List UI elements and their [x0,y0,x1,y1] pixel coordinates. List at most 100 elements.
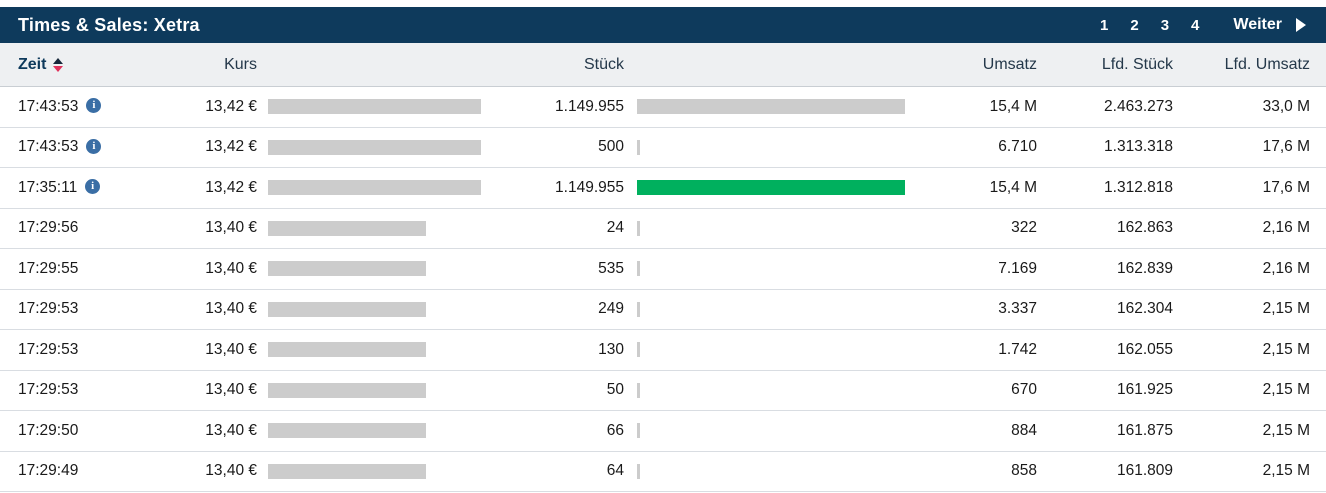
kurs-value: 13,40 € [205,300,257,318]
stueck-bar-cell [624,342,905,358]
kurs-bar [268,301,426,317]
info-icon[interactable]: i [86,98,102,114]
zeit-cell: 17:43:53 i [18,98,138,116]
umsatz-value: 670 [1011,381,1037,399]
kurs-bar [268,180,481,196]
lfd-umsatz-value: 2,16 M [1262,219,1310,237]
kurs-bar [268,342,426,358]
page-button-3[interactable]: 3 [1160,16,1170,34]
lfd-stueck-value: 1.313.318 [1104,138,1173,156]
stueck-bar-cell [624,382,905,398]
lfd-stueck-value: 162.304 [1116,300,1173,318]
trade-time: 17:29:56 [18,219,79,237]
kurs-value: 13,42 € [205,97,257,115]
page-button-4[interactable]: 4 [1191,16,1200,34]
sort-down-arrow-icon [53,65,64,72]
kurs-bar [268,423,426,439]
umsatz-value: 15,4 M [989,178,1037,196]
lfd-stueck-value: 162.863 [1116,219,1173,237]
kurs-value: 13,40 € [205,219,257,237]
lfd-stueck-value: 1.312.818 [1104,178,1173,196]
table-body: 17:43:53 i 13,42 € 1.149.955 15,4 M 2.46… [0,87,1326,492]
stueck-bar-cell [624,139,905,155]
table-row: 17:29:53 13,40 € 50 670 161.925 2,15 M [0,370,1326,411]
kurs-value: 13,40 € [205,340,257,358]
lfd-umsatz-value: 2,15 M [1262,340,1310,358]
stueck-value: 64 [606,462,624,480]
zeit-cell: 17:35:11 i [18,179,138,197]
kurs-bar [268,99,481,115]
umsatz-value: 3.337 [998,300,1037,318]
stueck-bar [637,423,640,439]
table-row: 17:29:50 13,40 € 66 884 161.875 2,15 M [0,411,1326,452]
table-header-row: Zeit Kurs Stück Umsatz Lfd. Stück Lfd. U… [0,43,1326,87]
kurs-bar [268,220,426,236]
lfd-umsatz-value: 33,0 M [1262,97,1310,115]
titlebar-controls: 1 2 3 4 Weiter [1100,16,1306,34]
stueck-bar-cell [624,180,905,196]
column-header-zeit-label: Zeit [18,55,47,73]
kurs-value: 13,42 € [205,178,257,196]
lfd-umsatz-value: 17,6 M [1262,138,1310,156]
stueck-bar [637,261,640,277]
zeit-cell: 17:29:53 [18,381,138,399]
stueck-bar-cell [624,220,905,236]
stueck-value: 50 [606,381,624,399]
kurs-value: 13,42 € [205,138,257,156]
lfd-stueck-value: 161.875 [1116,421,1173,439]
lfd-umsatz-value: 2,16 M [1262,259,1310,277]
kurs-bar-cell [257,382,481,398]
kurs-bar-cell [257,220,481,236]
info-icon[interactable]: i [85,179,101,195]
lfd-stueck-value: 162.839 [1116,259,1173,277]
kurs-bar-cell [257,139,481,155]
lfd-stueck-value: 161.925 [1116,381,1173,399]
table-row: 17:29:49 13,40 € 64 858 161.809 2,15 M [0,451,1326,492]
next-page-label: Weiter [1233,16,1282,33]
stueck-value: 1.149.955 [555,178,624,196]
kurs-bar [268,261,426,277]
info-icon[interactable]: i [86,138,102,154]
next-page-button[interactable]: Weiter [1233,16,1306,34]
kurs-value: 13,40 € [205,421,257,439]
kurs-value: 13,40 € [205,381,257,399]
kurs-bar-cell [257,301,481,317]
zeit-cell: 17:29:50 [18,422,138,440]
lfd-umsatz-value: 2,15 M [1262,462,1310,480]
sort-up-arrow-icon [53,57,64,64]
zeit-cell: 17:29:53 [18,341,138,359]
kurs-bar-cell [257,342,481,358]
stueck-value: 66 [606,421,624,439]
column-header-kurs: Kurs [224,55,257,73]
zeit-cell: 17:29:56 [18,219,138,237]
trade-time: 17:29:53 [18,300,79,318]
kurs-bar [268,463,426,479]
stueck-bar [637,301,640,317]
stueck-value: 535 [598,259,624,277]
stueck-bar [637,463,640,479]
zeit-cell: 17:29:49 [18,462,138,480]
kurs-value: 13,40 € [205,259,257,277]
stueck-bar-cell [624,423,905,439]
lfd-stueck-value: 162.055 [1116,340,1173,358]
zeit-cell: 17:29:53 [18,300,138,318]
sort-icon [53,57,64,72]
stueck-bar [637,139,640,155]
zeit-cell: 17:43:53 i [18,138,138,156]
column-header-stueck: Stück [583,55,624,73]
table-row: 17:29:56 13,40 € 24 322 162.863 2,16 M [0,208,1326,249]
stueck-value: 24 [606,219,624,237]
lfd-stueck-value: 161.809 [1116,462,1173,480]
trade-time: 17:29:53 [18,340,79,358]
page-button-2[interactable]: 2 [1130,16,1139,34]
trade-time: 17:35:11 [18,178,78,196]
kurs-bar-cell [257,99,481,115]
widget-titlebar: Times & Sales: Xetra 1 2 3 4 Weiter [0,7,1326,43]
umsatz-value: 7.169 [998,259,1037,277]
widget-title: Times & Sales: Xetra [18,14,200,35]
kurs-bar-cell [257,463,481,479]
umsatz-value: 884 [1011,421,1037,439]
column-header-zeit[interactable]: Zeit [18,56,138,74]
page-button-1[interactable]: 1 [1100,16,1109,34]
trade-time: 17:29:53 [18,381,79,399]
